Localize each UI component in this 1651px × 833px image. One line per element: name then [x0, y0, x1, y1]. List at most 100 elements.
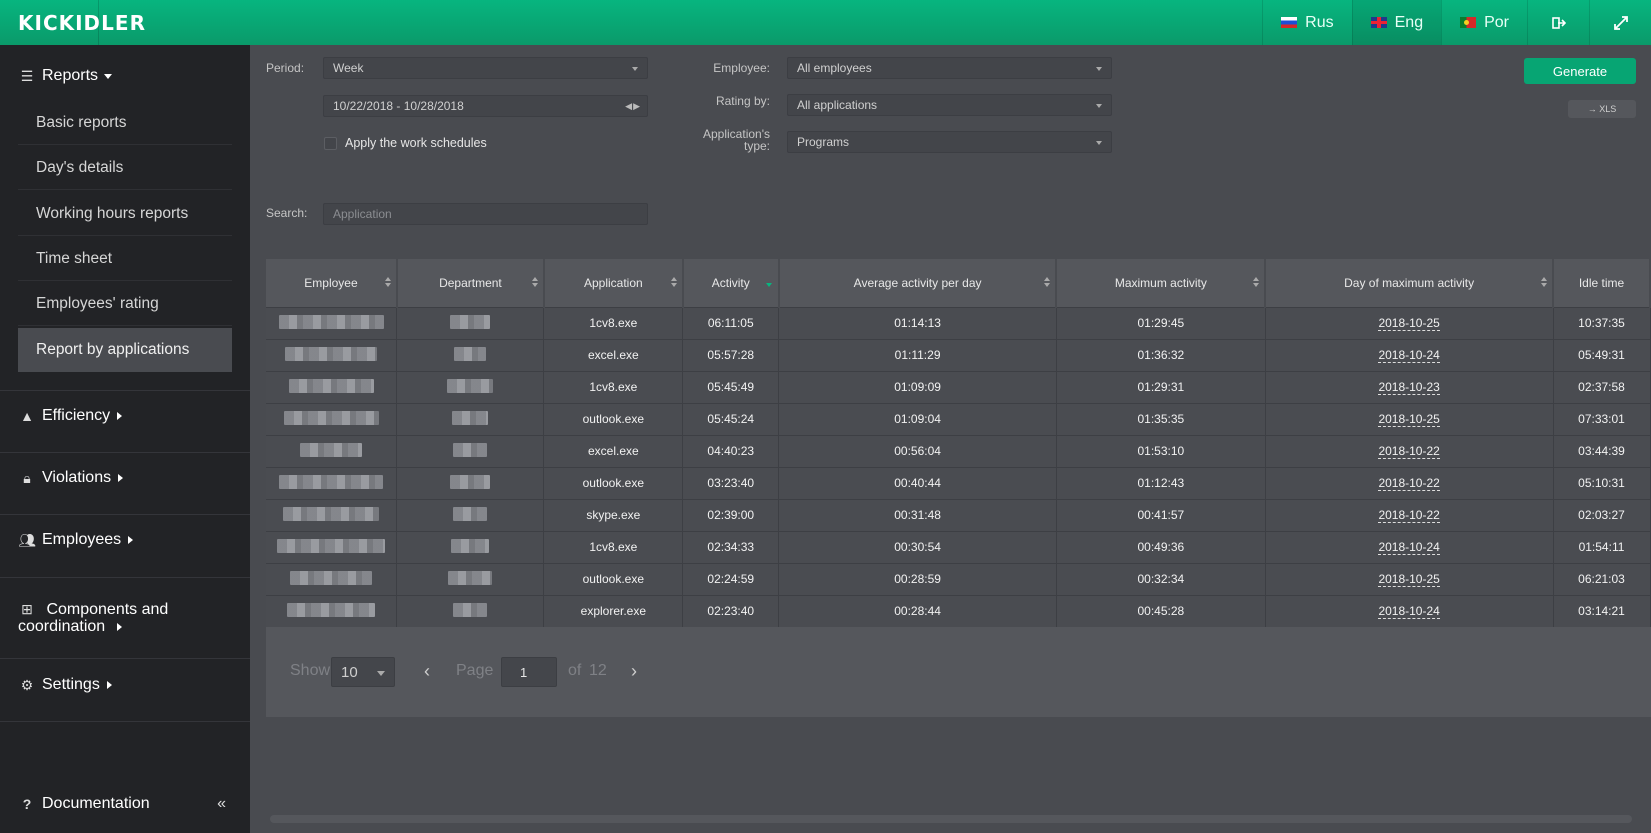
area-chart-icon: ▲: [20, 408, 34, 424]
sidebar-efficiency-label: Efficiency: [42, 407, 111, 424]
prev-page-button[interactable]: ‹: [424, 661, 430, 681]
horizontal-scrollbar[interactable]: [270, 815, 1632, 823]
collapse-sidebar-icon[interactable]: «: [217, 795, 226, 812]
col-header-activity[interactable]: Activity: [682, 259, 780, 307]
sidebar-employees-toggle[interactable]: 👥︎ Employees: [0, 531, 151, 549]
maximum-activity-cell: 00:45:28: [1056, 594, 1266, 627]
blurred-employee-name: [279, 474, 384, 489]
logout-button[interactable]: [1527, 0, 1589, 45]
average-activity-cell: 00:28:59: [778, 562, 1057, 595]
day-link[interactable]: 2018-10-22: [1378, 476, 1440, 491]
date-step-arrows-icon[interactable]: ◀▶: [625, 101, 641, 111]
logout-icon: [1551, 16, 1566, 29]
generate-button[interactable]: Generate: [1524, 58, 1636, 84]
maximum-activity-cell: 01:12:43: [1056, 466, 1266, 499]
rating-by-value: All applications: [797, 98, 878, 112]
day-link[interactable]: 2018-10-23: [1378, 380, 1440, 395]
department-cell: [396, 402, 545, 435]
blurred-department-name: [453, 506, 488, 521]
apply-schedules-checkbox[interactable]: [324, 137, 337, 150]
day-link[interactable]: 2018-10-25: [1378, 316, 1440, 331]
sidebar-violations-toggle[interactable]: 🔒︎ Violations: [0, 469, 141, 487]
sidebar-item-report-by-applications[interactable]: Report by applications: [18, 328, 232, 372]
application-type-select[interactable]: Programs: [787, 131, 1112, 153]
chevron-right-icon: [106, 681, 112, 689]
table-row: outlook.exe 03:23:40 00:40:44 01:12:43 2018-…: [266, 466, 1651, 499]
activity-cell: 05:57:28: [682, 338, 780, 371]
day-link[interactable]: 2018-10-25: [1378, 412, 1440, 427]
search-input[interactable]: Application: [323, 203, 648, 225]
divider: [0, 658, 250, 659]
lang-por-button[interactable]: Por: [1441, 0, 1527, 45]
documentation-label: Documentation: [42, 795, 150, 812]
day-link[interactable]: 2018-10-25: [1378, 572, 1440, 587]
col-header-maximum-activity[interactable]: Maximum activity: [1056, 259, 1267, 307]
average-activity-cell: 01:09:04: [778, 402, 1057, 435]
date-range-picker[interactable]: 10/22/2018 - 10/28/2018 ◀▶: [323, 95, 648, 117]
employee-cell: [266, 434, 398, 467]
col-header-idle-time[interactable]: Idle time: [1553, 259, 1651, 307]
sidebar-item-days-details[interactable]: Day's details: [18, 146, 232, 190]
col-header-employee[interactable]: Employee: [266, 259, 398, 307]
chevron-down-icon: [632, 67, 638, 71]
page-size-select[interactable]: 10: [331, 657, 395, 687]
day-link[interactable]: 2018-10-22: [1378, 508, 1440, 523]
lang-eng-button[interactable]: Eng: [1351, 0, 1442, 45]
employee-cell: [266, 498, 398, 531]
export-xls-button[interactable]: → XLS: [1568, 100, 1636, 118]
blurred-department-name: [452, 410, 489, 425]
next-page-button[interactable]: ›: [631, 661, 637, 681]
employee-select[interactable]: All employees: [787, 57, 1112, 79]
application-cell: outlook.exe: [543, 562, 684, 595]
lock-icon: 🔒︎: [23, 469, 31, 486]
date-range-value: 10/22/2018 - 10/28/2018: [333, 99, 464, 113]
idle-time-cell: 06:21:03: [1553, 562, 1651, 595]
chevron-down-icon: [1096, 67, 1102, 71]
col-header-department[interactable]: Department: [396, 259, 545, 307]
col-header-application[interactable]: Application: [543, 259, 684, 307]
sidebar-efficiency-toggle[interactable]: ▲ Efficiency: [0, 407, 140, 425]
sidebar-components-toggle[interactable]: ⊞ Components and coordination: [0, 601, 220, 635]
blurred-employee-name: [290, 570, 373, 585]
day-link[interactable]: 2018-10-22: [1378, 444, 1440, 459]
divider: [0, 514, 250, 515]
chevron-right-icon: [118, 474, 124, 482]
sidebar-item-time-sheet[interactable]: Time sheet: [18, 237, 232, 281]
lang-rus-button[interactable]: Rus: [1262, 0, 1351, 45]
day-of-max-activity-cell: 2018-10-24: [1265, 338, 1554, 371]
documentation-link[interactable]: ? Documentation «: [0, 795, 250, 813]
blurred-employee-name: [285, 346, 378, 361]
day-link[interactable]: 2018-10-24: [1378, 604, 1440, 620]
col-header-average-activity[interactable]: Average activity per day: [778, 259, 1058, 307]
col-header-day-of-max-activity[interactable]: Day of maximum activity: [1265, 259, 1554, 307]
sidebar-settings-toggle[interactable]: ⚙ Settings: [0, 676, 130, 694]
russia-flag-icon: [1281, 17, 1298, 28]
average-activity-cell: 01:14:13: [778, 306, 1057, 339]
employee-cell: [266, 562, 398, 595]
lang-rus-label: Rus: [1305, 13, 1334, 31]
sidebar-item-basic-reports[interactable]: Basic reports: [18, 101, 232, 145]
day-of-max-activity-cell: 2018-10-24: [1265, 594, 1554, 627]
divider: [0, 721, 250, 722]
day-of-max-activity-cell: 2018-10-25: [1265, 562, 1554, 595]
idle-time-cell: 03:44:39: [1553, 434, 1651, 467]
employee-cell: [266, 530, 398, 563]
fullscreen-button[interactable]: [1589, 0, 1651, 45]
table-row: excel.exe 05:57:28 01:11:29 01:36:32 2018-10…: [266, 338, 1651, 371]
sidebar-reports-toggle[interactable]: ☰ Reports: [0, 67, 130, 85]
day-link[interactable]: 2018-10-24: [1378, 348, 1440, 363]
lang-por-label: Por: [1484, 13, 1509, 31]
average-activity-cell: 00:40:44: [778, 466, 1057, 499]
page-number-input[interactable]: 1: [501, 657, 557, 687]
average-activity-cell: 00:31:48: [778, 498, 1057, 531]
maximum-activity-cell: 01:29:31: [1056, 370, 1266, 403]
sidebar-item-working-hours[interactable]: Working hours reports: [18, 192, 232, 236]
rating-by-select[interactable]: All applications: [787, 94, 1112, 116]
page-label: Page: [456, 662, 494, 679]
department-cell: [396, 338, 545, 371]
sidebar-item-employees-rating[interactable]: Employees' rating: [18, 282, 232, 326]
application-cell: 1cv8.exe: [543, 370, 684, 403]
day-link[interactable]: 2018-10-24: [1378, 540, 1440, 555]
period-select[interactable]: Week: [323, 57, 648, 79]
department-cell: [396, 306, 545, 339]
